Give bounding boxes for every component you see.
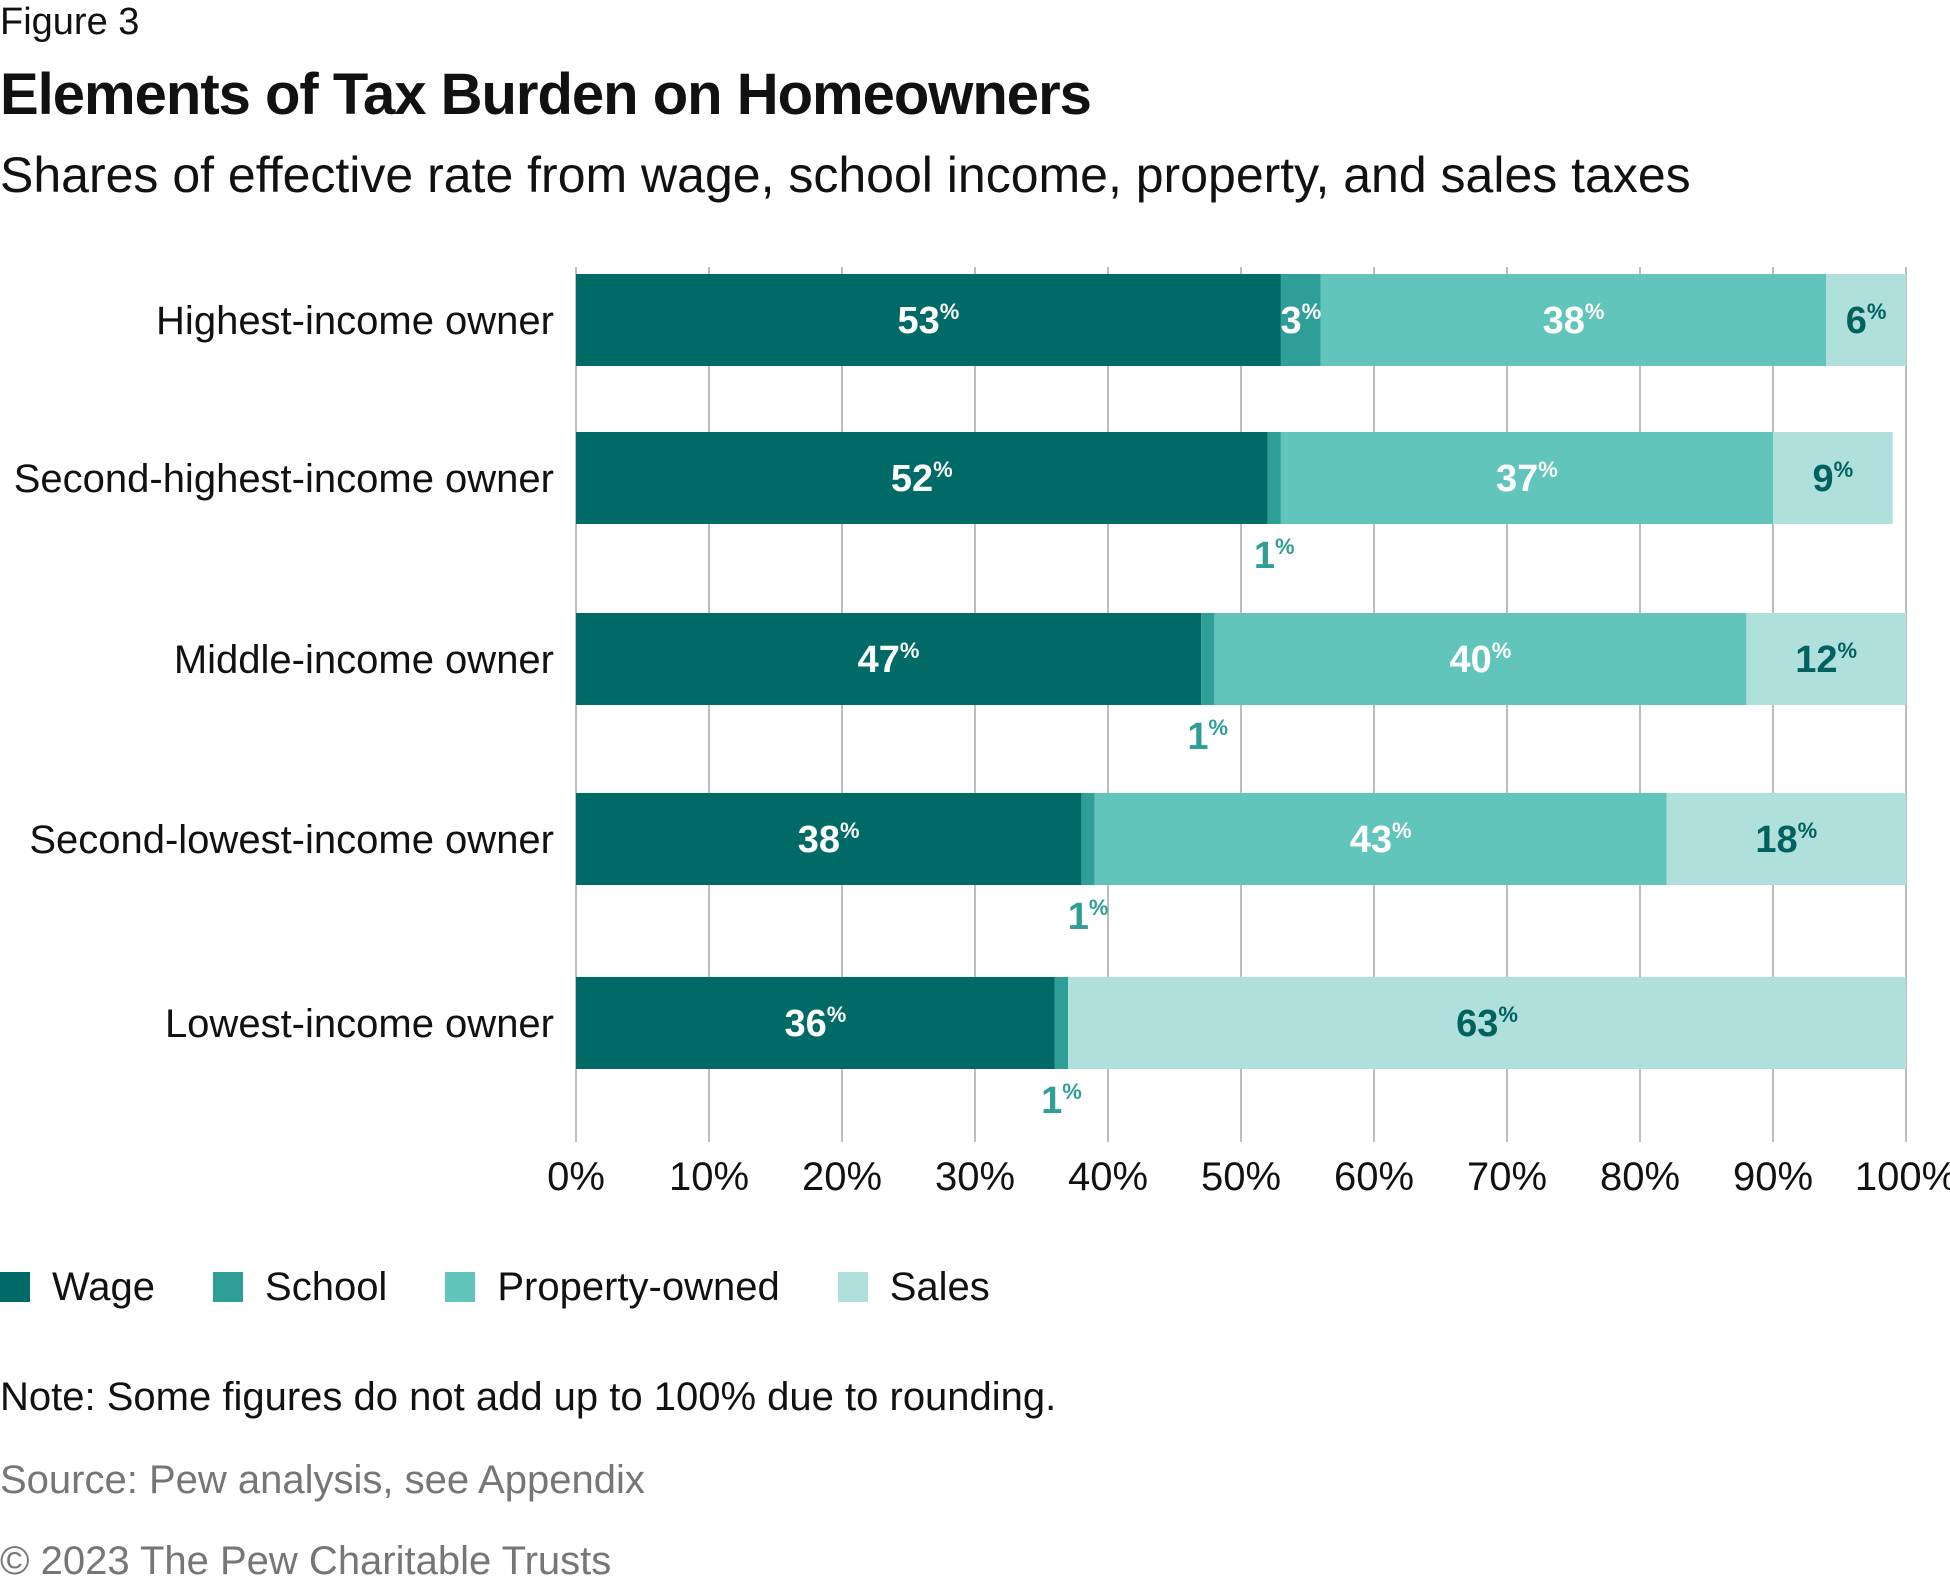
legend-label-sales: Sales [889,1264,990,1309]
figure-label: Figure 3 [0,1,140,43]
legend-label-school: School [265,1264,388,1309]
x-tick-label: 60% [1334,1155,1414,1199]
x-tick-label: 40% [1068,1155,1148,1199]
bar-segment-property-owned [1320,274,1827,366]
data-label: 52% [891,457,953,500]
bar-segment-wage [576,793,1082,885]
legend-item-sales: Sales [837,1264,990,1310]
data-label: 47% [858,638,920,681]
legend-swatch-sales [837,1272,868,1302]
category-label: Highest-income owner [156,299,554,343]
legend-label-wage: Wage [52,1264,156,1309]
data-label: 1% [1187,715,1228,758]
bar-segment-school [1081,793,1095,885]
legend-swatch-wage [0,1272,30,1302]
x-tick-label: 10% [669,1155,749,1199]
bar-segment-school [1267,432,1281,524]
bar-segment-school [1054,977,1069,1069]
data-label: 37% [1496,457,1558,500]
data-label: 9% [1812,457,1853,500]
bar-segment-wage [576,432,1268,524]
legend-swatch-property [445,1272,476,1302]
bar-segment-property-owned [1280,432,1773,524]
x-tick-label: 100% [1855,1155,1950,1199]
bar-segment-property-owned [1094,793,1667,885]
data-label: 38% [798,818,860,861]
chart-title: Elements of Tax Burden on Homeowners [0,62,1092,127]
data-label: 1% [1068,895,1109,938]
chart-source: Source: Pew analysis, see Appendix [0,1458,645,1502]
data-label: 38% [1543,299,1605,342]
chart-note: Note: Some figures do not add up to 100%… [0,1375,1057,1419]
chart-subtitle: Shares of effective rate from wage, scho… [0,147,1691,203]
bar-segment-sales [1773,432,1893,524]
bar-segment-sales [1826,274,1906,366]
bar-segment-wage [576,977,1055,1069]
stacked-bar-chart: 0% 10% 20% 30% 40% 50% 60% 70% 80% 90% 100% Highest… [14,267,1950,1199]
bar-segment-school [1280,274,1321,366]
bar-segment-school [1201,613,1215,705]
bar-segment-sales [1746,613,1906,705]
data-label: 12% [1795,638,1857,681]
data-label: 3% [1280,299,1321,342]
legend-item-property: Property-owned [445,1264,780,1310]
data-label: 43% [1350,818,1412,861]
category-label: Second-highest-income owner [14,457,554,501]
data-label: 53% [898,299,960,342]
legend: Wage School Property-owned Sales [0,1262,1048,1312]
bar-segment-sales [1068,977,1906,1069]
data-label: 18% [1755,818,1817,861]
x-tick-label: 20% [802,1155,882,1199]
x-tick-label: 0% [547,1155,605,1199]
data-label: 1% [1254,534,1295,577]
category-label: Middle-income owner [174,638,554,682]
data-label: 36% [784,1002,846,1045]
legend-label-property: Property-owned [497,1264,780,1309]
x-tick-label: 70% [1467,1155,1547,1199]
legend-swatch-school [213,1272,244,1302]
data-label: 63% [1456,1002,1518,1045]
bar-segment-property-owned [1214,613,1747,705]
category-label: Lowest-income owner [165,1002,554,1046]
chart-copyright: © 2023 The Pew Charitable Trusts [0,1539,612,1583]
legend-item-wage: Wage [0,1265,155,1310]
bar-segment-wage [576,613,1202,705]
data-label: 40% [1449,638,1511,681]
bar-segment-wage [576,274,1281,366]
bar-segment-sales [1666,793,1906,885]
x-tick-label: 50% [1201,1155,1281,1199]
x-tick-label: 80% [1600,1155,1680,1199]
legend-item-school: School [213,1265,387,1310]
x-tick-label: 90% [1733,1155,1813,1199]
x-tick-label: 30% [935,1155,1015,1199]
data-label: 6% [1846,299,1887,342]
data-label: 1% [1041,1079,1082,1122]
category-label: Second-lowest-income owner [29,818,554,862]
